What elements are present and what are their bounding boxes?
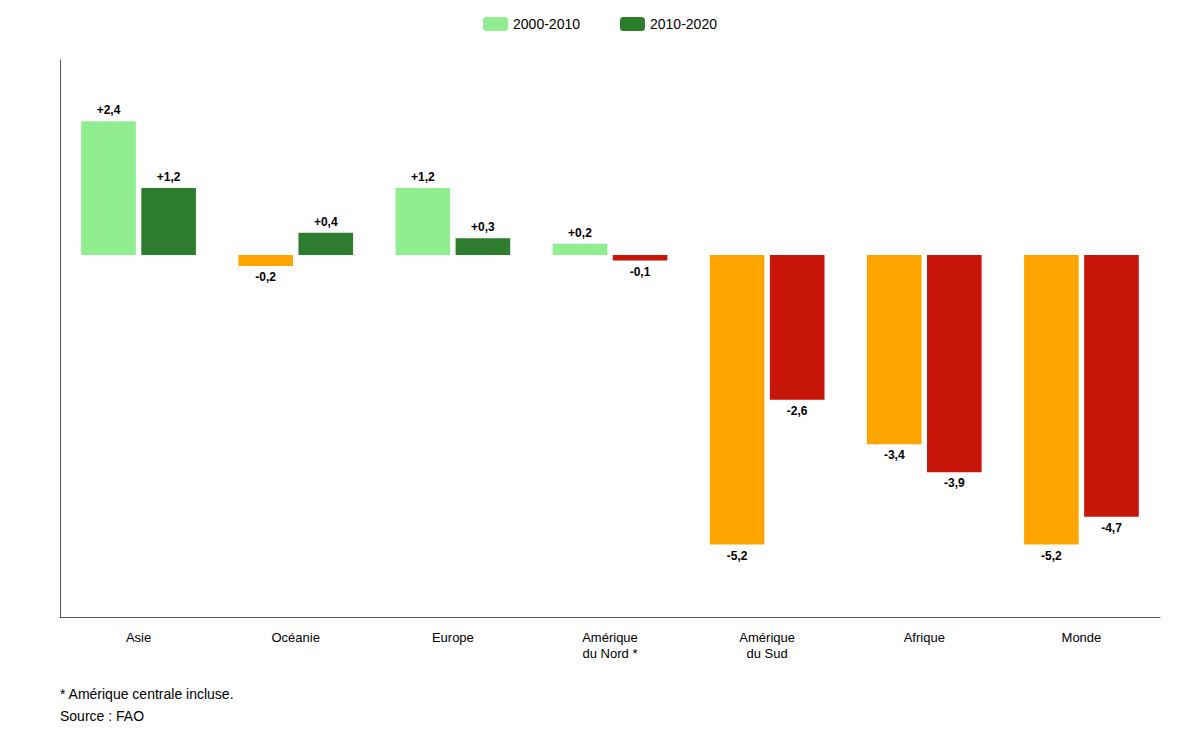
svg-text:+2,4: +2,4 [97, 103, 121, 117]
svg-text:du Sud: du Sud [747, 646, 788, 661]
svg-text:+1,2: +1,2 [411, 170, 435, 184]
svg-text:Afrique: Afrique [904, 630, 945, 645]
svg-text:du Nord *: du Nord * [583, 646, 638, 661]
svg-text:Amérique: Amérique [582, 630, 638, 645]
svg-text:Source : FAO: Source : FAO [60, 708, 144, 724]
svg-text:2000-2010: 2000-2010 [513, 16, 580, 32]
svg-text:-5,2: -5,2 [1041, 549, 1062, 563]
svg-text:-3,9: -3,9 [944, 476, 965, 490]
svg-text:-4,7: -4,7 [1101, 521, 1122, 535]
svg-text:-2,6: -2,6 [787, 404, 808, 418]
svg-text:* Amérique centrale incluse.: * Amérique centrale incluse. [60, 686, 234, 702]
svg-text:+0,2: +0,2 [568, 226, 592, 240]
svg-text:-5,2: -5,2 [727, 549, 748, 563]
svg-text:Monde: Monde [1062, 630, 1102, 645]
svg-text:-0,1: -0,1 [630, 265, 651, 279]
svg-text:2010-2020: 2010-2020 [650, 16, 717, 32]
svg-text:Amérique: Amérique [739, 630, 795, 645]
svg-text:-3,4: -3,4 [884, 448, 905, 462]
svg-text:-0,2: -0,2 [255, 270, 276, 284]
svg-text:+0,4: +0,4 [314, 215, 338, 229]
svg-text:Europe: Europe [432, 630, 474, 645]
svg-text:+1,2: +1,2 [157, 170, 181, 184]
svg-text:Océanie: Océanie [272, 630, 320, 645]
svg-text:+0,3: +0,3 [471, 220, 495, 234]
svg-text:Asie: Asie [126, 630, 151, 645]
